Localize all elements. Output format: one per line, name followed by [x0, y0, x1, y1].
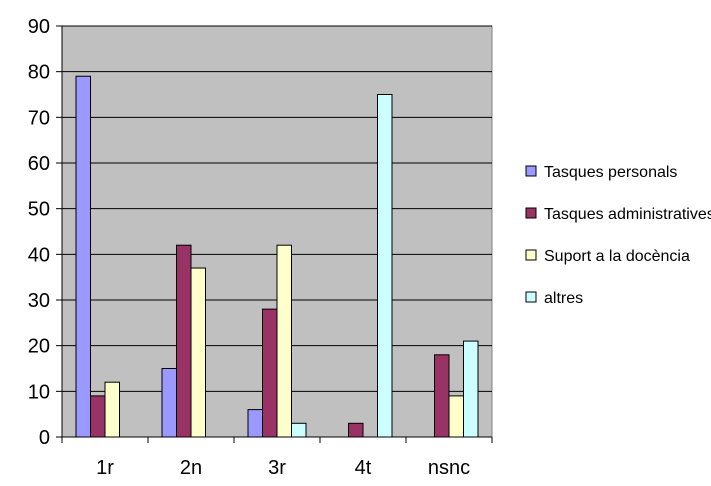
x-tick-label: nsnc — [428, 457, 470, 479]
legend-swatch — [525, 249, 537, 261]
bar-altres-3r — [291, 422, 307, 438]
legend-swatch — [525, 291, 537, 303]
bar-tasques-personals-2n — [161, 368, 177, 438]
legend-label: Tasques administratives — [544, 206, 711, 223]
y-tick-label: 50 — [28, 199, 50, 221]
x-tick-label: 4t — [355, 457, 372, 479]
bar-suport-a-la-doc-ncia-3r — [276, 244, 292, 438]
x-tick-label: 2n — [180, 457, 202, 479]
bar-tasques-administratives-nsnc — [434, 354, 450, 438]
bars — [75, 75, 479, 438]
y-tick-label: 20 — [28, 336, 50, 358]
x-tick-label: 1r — [96, 457, 114, 479]
y-tick-labels: 0 10 20 30 40 50 60 70 80 90 — [28, 16, 50, 449]
bar-tasques-personals-1r — [75, 75, 91, 438]
gridlines — [62, 25, 492, 392]
y-tick-label: 0 — [39, 427, 50, 449]
bar-suport-a-la-doc-ncia-nsnc — [448, 395, 464, 438]
legend-label: Tasques personals — [544, 164, 677, 181]
bar-altres-nsnc — [463, 340, 479, 438]
y-tick-label: 30 — [28, 290, 50, 312]
bar-suport-a-la-doc-ncia-1r — [104, 381, 120, 438]
y-tick-label: 10 — [28, 381, 50, 403]
legend-label: Suport a la docència — [544, 248, 690, 265]
bar-tasques-administratives-3r — [262, 308, 278, 438]
y-tick-label: 60 — [28, 153, 50, 175]
x-tick-label: 3r — [268, 457, 286, 479]
x-tick-labels: 1r 2n 3r 4t nsnc — [96, 457, 470, 479]
bar-tasques-administratives-1r — [90, 395, 106, 438]
legend-label: altres — [544, 290, 583, 307]
y-tick-label: 70 — [28, 107, 50, 129]
bar-altres-4t — [377, 94, 393, 438]
legend: Tasques personals Tasques administratives… — [525, 164, 711, 307]
y-tick-label: 90 — [28, 16, 50, 38]
bar-suport-a-la-doc-ncia-2n — [190, 267, 206, 438]
bar-tasques-administratives-4t — [348, 422, 364, 438]
plot-area: 0 10 20 30 40 50 60 70 80 90 1r 2n 3r 4t nsnc — [28, 16, 493, 479]
bar-tasques-personals-3r — [247, 409, 263, 438]
bar-tasques-administratives-2n — [176, 244, 192, 438]
y-tick-label: 40 — [28, 244, 50, 266]
y-tick-label: 80 — [28, 62, 50, 84]
legend-swatch — [525, 165, 537, 177]
legend-swatch — [525, 207, 537, 219]
axes — [56, 25, 493, 443]
